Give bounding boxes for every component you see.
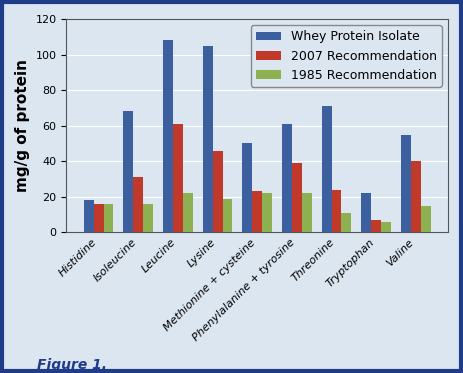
Y-axis label: mg/g of protein: mg/g of protein: [15, 59, 30, 192]
Bar: [322, 106, 332, 232]
Bar: [133, 177, 143, 232]
Bar: [421, 206, 431, 232]
Bar: [302, 193, 312, 232]
Bar: [203, 46, 213, 232]
Bar: [252, 191, 262, 232]
Bar: [223, 198, 232, 232]
Bar: [183, 193, 193, 232]
Bar: [242, 144, 252, 232]
Bar: [104, 204, 113, 232]
Bar: [94, 204, 104, 232]
Bar: [381, 222, 391, 232]
Bar: [341, 213, 351, 232]
Bar: [143, 204, 153, 232]
Bar: [282, 124, 292, 232]
Bar: [213, 151, 223, 232]
Legend: Whey Protein Isolate, 2007 Recommendation, 1985 Recommendation: Whey Protein Isolate, 2007 Recommendatio…: [251, 25, 442, 87]
Bar: [401, 135, 411, 232]
Bar: [361, 193, 371, 232]
Bar: [292, 163, 302, 232]
Bar: [84, 200, 94, 232]
Bar: [411, 161, 421, 232]
Bar: [332, 189, 341, 232]
Bar: [371, 220, 381, 232]
Bar: [173, 124, 183, 232]
Text: Figure 1.: Figure 1.: [37, 358, 107, 372]
Bar: [163, 40, 173, 232]
Bar: [124, 112, 133, 232]
Bar: [262, 193, 272, 232]
